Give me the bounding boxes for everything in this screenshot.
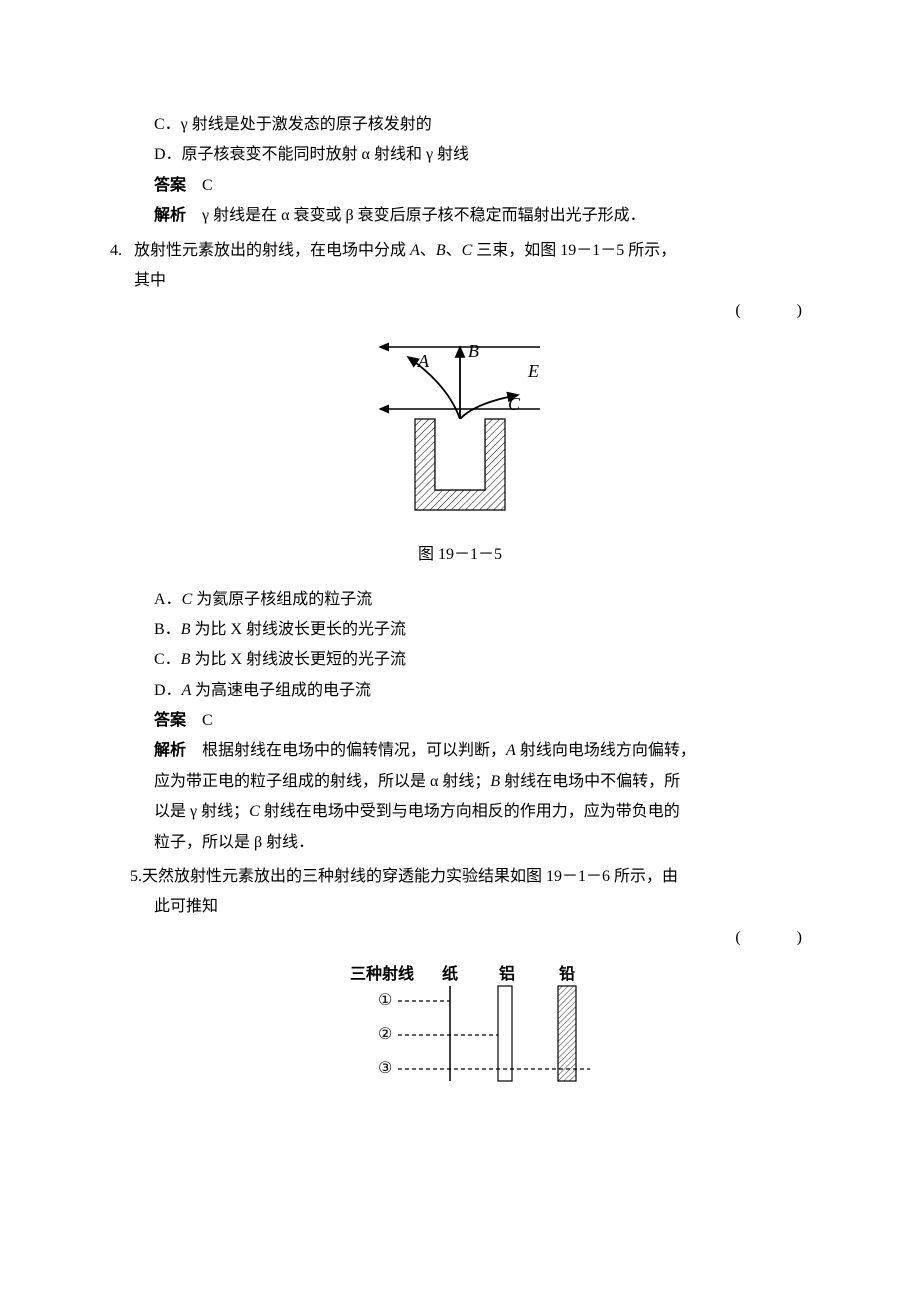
q4-label-A: A xyxy=(417,351,430,371)
q4-opt-b: B．B 为比 X 射线波长更长的光子流 xyxy=(110,615,810,645)
q4-expl-label: 解析 xyxy=(154,742,186,759)
q5-label-paper: 纸 xyxy=(442,964,458,983)
q4-opt-d-post: 为高速电子组成的电子流 xyxy=(195,682,371,699)
q5-label-title: 三种射线 xyxy=(350,964,414,983)
q4-expl-p2a: 应为带正电的粒子组成的射线，所以是 α 射线； xyxy=(154,773,490,790)
q4-expl-it-A: A xyxy=(506,742,516,759)
expl-text: γ 射线是在 α 衰变或 β 衰变后原子核不稳定而辐射出光子形成． xyxy=(186,207,646,224)
q4-opt-c-it: B xyxy=(181,651,195,668)
q4-expl-p4: 粒子，所以是 β 射线． xyxy=(154,828,810,858)
q4-opt-c-pre: C． xyxy=(154,651,181,668)
q5-label-pb: 铅 xyxy=(559,964,575,983)
q4-stem-a: 放射性元素放出的射线，在电场中分成 xyxy=(134,242,410,259)
q4-expl-p2b: 射线在电场中不偏转，所 xyxy=(500,773,680,790)
q4-opt-c-post: 为比 X 射线波长更短的光子流 xyxy=(194,651,406,668)
q4-label-C: C xyxy=(508,394,521,414)
q5-label-r2: ② xyxy=(378,1026,392,1043)
answer-top: 答案 C xyxy=(110,171,810,201)
q4-expl-p1a: 根据射线在电场中的偏转情况，可以判断， xyxy=(186,742,506,759)
q4-stem: 4. 放射性元素放出的射线，在电场中分成 A、B、C 三束，如图 19－1－5 … xyxy=(110,236,810,297)
option-d-top: D．原子核衰变不能同时放射 α 射线和 γ 射线 xyxy=(110,140,810,170)
q4-opt-a-it: C xyxy=(182,591,197,608)
q4-stem-d: 三束，如图 19－1－5 所示， xyxy=(472,242,676,259)
explanation-top: 解析 γ 射线是在 α 衰变或 β 衰变后原子核不稳定而辐射出光子形成． xyxy=(110,201,810,231)
q5-stem-a: 天然放射性元素放出的三种射线的穿透能力实验结果如图 19－1－6 所示，由 xyxy=(142,868,678,885)
q4-stem-line2: 其中 xyxy=(134,266,810,296)
q4-label-E: E xyxy=(527,361,539,381)
q4-caption: 图 19－1－5 xyxy=(110,540,810,570)
answer-value: C xyxy=(186,177,213,194)
q4-answer-label: 答案 xyxy=(154,712,186,729)
q4-paren: ( ) xyxy=(110,296,810,326)
q5-paren: ( ) xyxy=(110,923,810,953)
q4-stem-b: 、 xyxy=(420,242,436,259)
q4-italic-B: B xyxy=(436,242,446,259)
q5-svg: 三种射线 纸 铝 铅 ① ② ③ xyxy=(310,961,610,1091)
q4-opt-a-pre: A． xyxy=(154,591,182,608)
q4-expl-p1b: 射线向电场线方向偏转， xyxy=(516,742,696,759)
expl-label: 解析 xyxy=(154,207,186,224)
q5-label-r1: ① xyxy=(378,992,392,1009)
q4-opt-b-it: B xyxy=(181,621,195,638)
q4-opt-a-post: 为氦原子核组成的粒子流 xyxy=(196,591,372,608)
option-c-top: C．γ 射线是处于激发态的原子核发射的 xyxy=(110,110,810,140)
q4-expl-p3a: 以是 γ 射线； xyxy=(154,803,249,820)
answer-label: 答案 xyxy=(154,177,186,194)
q4-expl-it-C: C xyxy=(249,803,260,820)
q4-figure: E B A C xyxy=(110,335,810,536)
q4-opt-d-pre: D． xyxy=(154,682,182,699)
page-root: C．γ 射线是处于激发态的原子核发射的 D．原子核衰变不能同时放射 α 射线和 … xyxy=(0,0,920,1302)
q4-answer: 答案 C xyxy=(110,706,810,736)
q4-opt-b-pre: B． xyxy=(154,621,181,638)
q4-opt-c: C．B 为比 X 射线波长更短的光子流 xyxy=(110,645,810,675)
q4-stem-line1: 放射性元素放出的射线，在电场中分成 A、B、C 三束，如图 19－1－5 所示， xyxy=(134,236,810,266)
q4-number: 4. xyxy=(110,236,134,297)
q4-opt-d: D．A 为高速电子组成的电子流 xyxy=(110,676,810,706)
q5-figure: 三种射线 纸 铝 铅 ① ② ③ xyxy=(110,961,810,1102)
q5-label-r3: ③ xyxy=(378,1060,392,1077)
q4-svg: E B A C xyxy=(350,335,570,525)
q4-stem-c: 、 xyxy=(446,242,462,259)
q4-italic-C: C xyxy=(462,242,473,259)
q4-italic-A: A xyxy=(410,242,420,259)
q5-label-al: 铝 xyxy=(499,964,515,983)
q4-label-B: B xyxy=(468,341,479,361)
q4-opt-a: A．C 为氦原子核组成的粒子流 xyxy=(110,585,810,615)
q4-expl: 解析 根据射线在电场中的偏转情况，可以判断，A 射线向电场线方向偏转， 应为带正… xyxy=(110,736,810,858)
q4-expl-p3b: 射线在电场中受到与电场方向相反的作用力，应为带负电的 xyxy=(260,803,680,820)
q5-stem: 5.天然放射性元素放出的三种射线的穿透能力实验结果如图 19－1－6 所示，由 xyxy=(120,862,810,892)
q5-stem-line2: 此可推知 xyxy=(110,892,810,922)
q4-expl-it-B: B xyxy=(490,773,500,790)
q5-number: 5. xyxy=(130,868,142,885)
q4-opt-b-post: 为比 X 射线波长更长的光子流 xyxy=(194,621,406,638)
q4-answer-val: C xyxy=(186,712,213,729)
q4-opt-d-it: A xyxy=(182,682,195,699)
